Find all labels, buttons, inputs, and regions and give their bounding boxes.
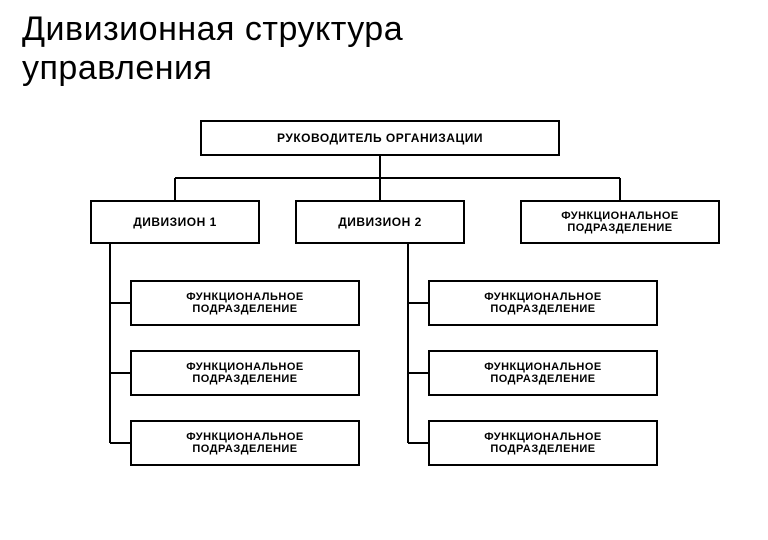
connector-line [110, 372, 130, 374]
node-d1-func-3: ФУНКЦИОНАЛЬНОЕ ПОДРАЗДЕЛЕНИЕ [130, 420, 360, 466]
node-d1-func-1: ФУНКЦИОНАЛЬНОЕ ПОДРАЗДЕЛЕНИЕ [130, 280, 360, 326]
diagram-canvas: { "title": { "text": "Дивизионная структ… [0, 0, 768, 540]
connector-line [408, 302, 428, 304]
connector-line [109, 244, 111, 443]
connector-line [175, 177, 620, 179]
connector-line [174, 178, 176, 200]
node-root: РУКОВОДИТЕЛЬ ОРГАНИЗАЦИИ [200, 120, 560, 156]
node-division-2: ДИВИЗИОН 2 [295, 200, 465, 244]
connector-line [407, 244, 409, 443]
node-d2-func-2: ФУНКЦИОНАЛЬНОЕ ПОДРАЗДЕЛЕНИЕ [428, 350, 658, 396]
node-d1-func-2: ФУНКЦИОНАЛЬНОЕ ПОДРАЗДЕЛЕНИЕ [130, 350, 360, 396]
connector-line [619, 178, 621, 200]
connector-line [408, 372, 428, 374]
node-d2-func-3: ФУНКЦИОНАЛЬНОЕ ПОДРАЗДЕЛЕНИЕ [428, 420, 658, 466]
node-division-1: ДИВИЗИОН 1 [90, 200, 260, 244]
connector-line [110, 302, 130, 304]
connector-line [408, 442, 428, 444]
connector-line [110, 442, 130, 444]
node-d2-func-1: ФУНКЦИОНАЛЬНОЕ ПОДРАЗДЕЛЕНИЕ [428, 280, 658, 326]
connector-line [379, 156, 381, 178]
node-functional-top: ФУНКЦИОНАЛЬНОЕ ПОДРАЗДЕЛЕНИЕ [520, 200, 720, 244]
page-title: Дивизионная структура управления [22, 10, 502, 88]
connector-line [379, 178, 381, 200]
